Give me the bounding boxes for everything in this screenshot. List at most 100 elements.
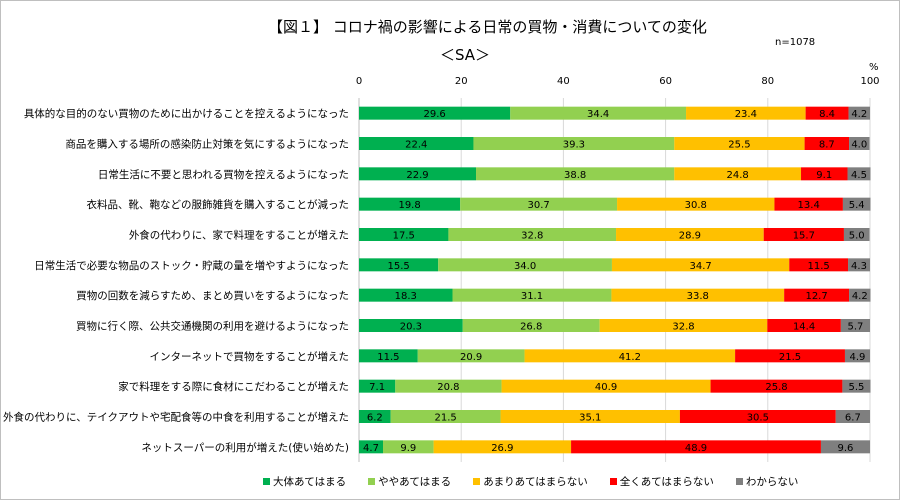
legend-item: あまりあてはまらない [473, 474, 588, 489]
data-label: 9.1 [816, 170, 832, 181]
data-label: 20.9 [460, 352, 482, 363]
data-label: 26.8 [520, 322, 542, 333]
bar-segment [674, 167, 802, 181]
data-label: 15.5 [387, 261, 409, 272]
bar-segment [774, 197, 843, 211]
bar-segment [674, 137, 805, 150]
bar-segment [710, 379, 843, 393]
data-label: 9.6 [838, 443, 854, 454]
data-label: 17.5 [393, 231, 415, 242]
bar-segment [599, 319, 768, 332]
legend-item: わからない [735, 474, 798, 489]
data-label: 4.7 [363, 443, 379, 454]
category-label: 衣料品、靴、鞄などの服飾雑貨を購入することが減った [87, 198, 350, 211]
bar-segment [767, 319, 841, 332]
bar-segment [849, 137, 870, 150]
bar-segment [801, 167, 848, 181]
bar-segment [359, 379, 396, 393]
bar-segment [849, 288, 871, 302]
bar-segment [804, 137, 850, 150]
bar-segment [844, 349, 870, 363]
bar-segment [359, 319, 463, 332]
bar-segment [617, 197, 775, 211]
data-label: 12.7 [805, 291, 827, 302]
data-label: 4.2 [851, 109, 867, 120]
legend-swatch [609, 478, 617, 485]
data-label: 5.5 [849, 382, 865, 393]
bar-segment [390, 410, 501, 423]
bar-segment [820, 440, 870, 454]
category-label: ネットスーパーの利用が増えた(使い始めた) [141, 441, 349, 454]
legend-item: ややあてはまる [368, 474, 451, 489]
unit-label: % [869, 62, 879, 73]
bar-segment [843, 228, 870, 241]
data-label: 32.8 [672, 322, 694, 333]
data-label: 11.5 [377, 352, 399, 363]
category-label: 外食の代わりに、家で料理をすることが増えた [129, 229, 349, 242]
bar-segment [359, 440, 384, 454]
data-label: 23.4 [735, 109, 757, 120]
bar-segment [448, 228, 617, 241]
category-label: 商品を購入する場所の感染防止対策を気にするようになった [65, 138, 349, 151]
data-label: 6.2 [367, 413, 383, 424]
category-label: 日常生活で必要な物品のストック・貯蔵の量を増やすようになった [34, 259, 349, 272]
data-label: 32.8 [521, 231, 543, 242]
bar-segment [848, 258, 870, 272]
category-label: 外食の代わりに、テイクアウトや宅配食等の中食を利用することが増えた [3, 411, 349, 424]
bar-segment [524, 349, 736, 363]
legend: 大体あてはまる ややあてはまる あまりあてはまらない 全くあてはまらない わからない [263, 474, 798, 489]
bar-segment [842, 197, 871, 211]
x-tick-label: 0 [356, 76, 362, 87]
data-label: 30.8 [685, 200, 707, 211]
x-tick-label: 100 [860, 76, 879, 87]
data-label: 26.9 [491, 443, 513, 454]
bar-segment [359, 197, 461, 211]
data-label: 40.9 [595, 382, 617, 393]
bar-segment [473, 137, 675, 150]
bar-segment [359, 349, 418, 363]
data-label: 14.4 [793, 322, 815, 333]
data-label: 9.9 [400, 443, 416, 454]
x-tick-label: 20 [455, 76, 468, 87]
x-tick-label: 40 [557, 76, 570, 87]
category-label: インターネットで買物をすることが増えた [150, 350, 350, 363]
bar-segment [359, 410, 391, 423]
data-label: 25.8 [765, 382, 787, 393]
bar-segment [848, 106, 870, 120]
legend-swatch [368, 478, 376, 485]
bar-segment [395, 379, 502, 393]
legend-swatch [735, 478, 743, 485]
bar-segment [842, 379, 871, 393]
category-label: 日常生活に不要と思われる買物を控えるようになった [98, 168, 349, 181]
data-label: 35.1 [579, 413, 601, 424]
bar-segment [359, 106, 511, 120]
bar-segment [735, 349, 845, 363]
data-label: 8.7 [819, 140, 835, 151]
data-label: 34.0 [514, 261, 536, 272]
data-label: 39.3 [563, 140, 585, 151]
data-label: 5.0 [849, 231, 865, 242]
data-label: 15.7 [793, 231, 815, 242]
bar-segment [784, 288, 850, 302]
data-label: 34.4 [587, 109, 609, 120]
data-label: 5.7 [847, 322, 863, 333]
data-label: 34.7 [689, 261, 711, 272]
x-axis-ticks: 0 20 40 60 80 100 [356, 76, 880, 87]
bar-segment [679, 410, 836, 423]
data-label: 28.9 [679, 231, 701, 242]
data-label: 20.3 [400, 322, 422, 333]
bar-segment [452, 288, 612, 302]
bar-segment [616, 228, 764, 241]
data-label: 4.9 [850, 352, 866, 363]
legend-label: 全くあてはまらない [619, 476, 714, 488]
data-label: 18.3 [395, 291, 417, 302]
data-label: 22.9 [406, 170, 428, 181]
data-label: 5.4 [849, 200, 865, 211]
bar-segment [686, 106, 806, 120]
bar-segment [460, 197, 618, 211]
category-label: 具体的な目的のない買物のために出かけることを控えるようになった [24, 107, 349, 120]
legend-label: ややあてはまる [378, 476, 452, 488]
data-label: 29.6 [423, 109, 445, 120]
bar-segment [417, 349, 525, 363]
bar-segment [359, 228, 449, 241]
